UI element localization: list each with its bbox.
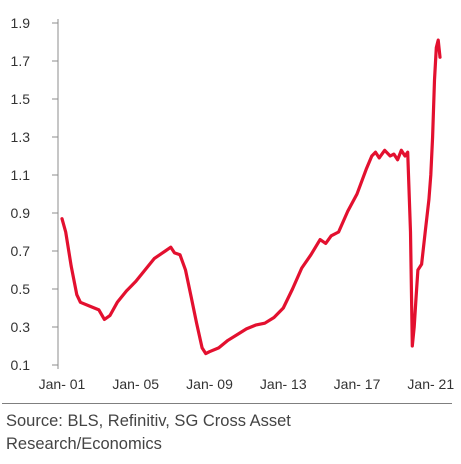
series-line [60, 38, 442, 356]
x-tick-label: Jan- 13 [260, 376, 307, 392]
y-tick-label: 0.1 [11, 357, 31, 373]
y-tick-label: 0.7 [11, 243, 31, 259]
line-chart: 0.10.30.50.70.91.11.31.51.71.9 Jan- 01 Ja… [11, 15, 455, 392]
source-divider [2, 403, 452, 404]
x-tick-label: Jan- 09 [186, 376, 233, 392]
y-tick-label: 1.9 [11, 15, 31, 31]
x-tick-label: Jan- 21 [407, 376, 454, 392]
y-tick-label: 1.1 [11, 167, 31, 183]
y-tick-label: 1.7 [11, 53, 31, 69]
y-axis: 0.1 0.3 0.5 0.7 0.9 1.1 1.3 1.5 1.7 1.9 [11, 15, 59, 373]
y-tick-label: 1.3 [11, 129, 31, 145]
source-note: Source: BLS, Refinitiv, SG Cross Asset R… [6, 412, 291, 453]
y-tick-label: 0.5 [11, 281, 31, 297]
y-tick-label: 0.3 [11, 319, 31, 335]
x-axis: Jan- 01 Jan- 05 Jan- 09 Jan- 13 Jan- 17 Jan- … [39, 376, 455, 392]
x-tick-label: Jan- 01 [39, 376, 86, 392]
x-tick-label: Jan- 17 [334, 376, 381, 392]
y-tick-label: 1.5 [11, 91, 31, 107]
plot-area [60, 38, 442, 356]
y-tick-label: 0.9 [11, 205, 31, 221]
x-tick-label: Jan- 05 [112, 376, 159, 392]
